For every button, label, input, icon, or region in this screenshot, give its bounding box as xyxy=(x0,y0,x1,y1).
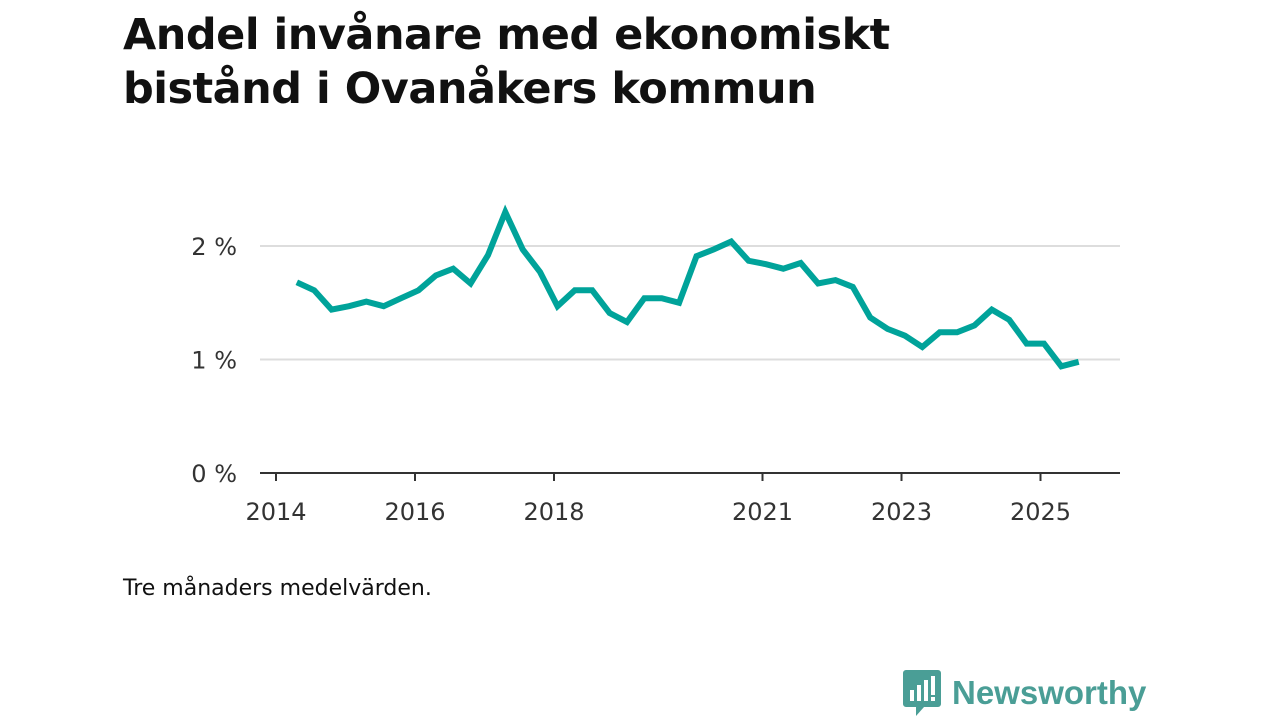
y-tick-label: 1 % xyxy=(191,347,237,375)
x-tick-label: 2023 xyxy=(871,498,932,526)
x-tick-label: 2025 xyxy=(1010,498,1071,526)
chart-note: Tre månaders medelvärden. xyxy=(123,576,432,601)
x-tick-label: 2021 xyxy=(732,498,793,526)
chart-title: Andel invånare med ekonomiskt bistånd i … xyxy=(123,10,890,114)
y-tick-label: 0 % xyxy=(191,460,237,488)
brand-name: Newsworthy xyxy=(952,674,1147,711)
series-line xyxy=(295,204,1080,370)
x-tick-label: 2016 xyxy=(384,498,445,526)
newsworthy-logo-icon xyxy=(903,670,941,716)
newsworthy-logo: Newsworthy xyxy=(902,668,1146,718)
y-tick-label: 2 % xyxy=(191,233,237,261)
x-tick-label: 2018 xyxy=(523,498,584,526)
x-tick-label: 2014 xyxy=(245,498,306,526)
